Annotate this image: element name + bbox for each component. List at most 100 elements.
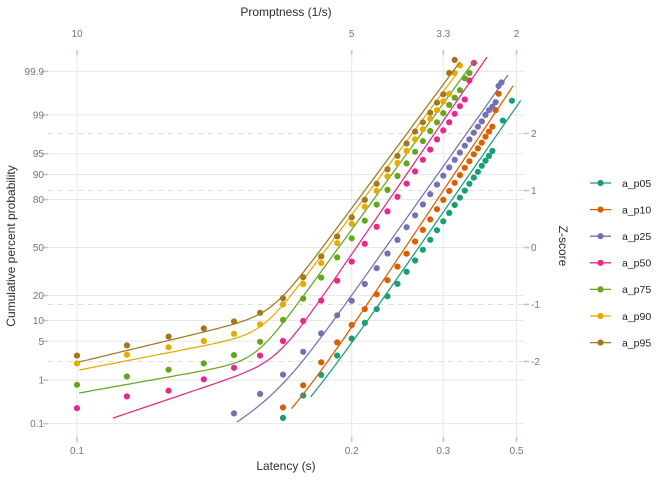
legend-label: a_p25 [622,231,651,243]
data-point-a_p05 [456,194,463,201]
data-point-a_p90 [279,301,287,308]
legend-key-dot [597,286,604,293]
series-a_p05 [279,97,522,421]
data-point-a_p25 [230,410,238,417]
data-point-a_p10 [466,158,473,165]
left-tick-label: 50 [33,243,45,254]
legend-key-dot [597,179,604,187]
data-point-a_p90 [373,187,380,194]
data-point-a_p95 [123,342,130,349]
legend-item-a_p90: a_p90 [590,311,651,323]
series-a_p10 [279,85,514,411]
data-point-a_p05 [334,352,341,359]
data-point-a_p75 [73,381,81,388]
data-point-a_p90 [257,321,264,328]
left-tick-label: 99.9 [25,67,45,78]
data-point-a_p50 [257,352,264,359]
data-point-a_p05 [279,414,287,421]
data-point-a_p05 [384,293,391,300]
data-point-a_p50 [433,136,441,143]
data-point-a_p05 [440,218,447,225]
bottom-tick-label: 0.1 [70,446,84,457]
data-point-a_p25 [498,79,505,86]
data-point-a_p10 [412,238,419,245]
legend-item-a_p50: a_p50 [590,258,651,270]
data-point-a_p95 [403,140,410,147]
left-tick-label: 1 [38,376,44,387]
top-tick-label: 5 [349,29,355,40]
fit-line-a_p50 [112,56,488,419]
data-point-a_p90 [334,240,341,247]
data-point-a_p75 [419,138,426,145]
data-point-a_p75 [427,127,434,135]
data-point-a_p25 [489,103,496,110]
data-point-a_p05 [485,152,493,159]
data-point-a_p50 [461,96,468,103]
right-tick-label: 2 [531,129,537,140]
series-a_p50 [73,56,488,419]
data-point-a_p95 [318,253,325,260]
legend-item-a_p10: a_p10 [590,204,651,216]
data-point-a_p25 [373,265,380,272]
data-point-a_p75 [451,94,458,101]
data-point-a_p10 [403,250,410,257]
data-point-a_p50 [419,156,426,163]
data-point-a_p75 [361,217,368,224]
left-tick-label: 80 [33,195,45,206]
data-point-a_p50 [394,193,401,200]
data-point-a_p25 [334,312,341,319]
data-point-a_p90 [403,147,410,154]
data-point-a_p50 [165,387,172,394]
bottom-tick-label: 0.2 [345,446,359,457]
legend-label: a_p10 [622,204,651,216]
data-series-layer [73,56,522,423]
data-point-a_p50 [348,258,355,265]
left-axis-title: Cumulative percent probability [4,165,18,326]
data-point-a_p95 [433,99,441,106]
data-point-a_p75 [334,254,341,261]
series-a_p90 [73,62,463,371]
data-point-a_p25 [474,123,481,130]
data-point-a_p90 [230,330,238,337]
data-point-a_p05 [403,268,410,275]
data-point-a_p95 [230,318,238,325]
data-point-a_p50 [412,168,419,175]
data-point-a_p25 [412,212,419,219]
data-point-a_p90 [394,159,401,167]
left-tick-label: 20 [33,291,45,302]
data-point-a_p05 [489,147,496,154]
fit-line-a_p05 [310,100,522,398]
legend-key-dot [597,259,604,266]
data-point-a_p10 [361,306,368,313]
data-point-a_p25 [456,149,463,156]
data-point-a_p90 [200,337,207,345]
data-point-a_p05 [474,168,481,175]
data-point-a_p10 [300,382,307,389]
data-point-a_p25 [446,164,453,171]
data-point-a_p50 [300,317,307,325]
data-point-a_p05 [348,335,355,342]
legend-label: a_p05 [622,178,651,190]
axis-ticks [43,50,529,442]
data-point-a_p25 [470,129,477,136]
data-point-a_p75 [433,119,441,126]
data-point-a_p05 [461,187,468,194]
data-point-a_p25 [427,191,434,198]
data-point-a_p95 [412,128,419,135]
data-point-a_p25 [461,142,468,149]
legend-item-a_p25: a_p25 [590,231,651,243]
data-point-a_p10 [279,404,287,411]
data-point-a_p05 [427,236,434,243]
data-point-a_p50 [318,297,325,304]
data-point-a_p50 [279,337,287,345]
series-a_p95 [73,56,461,363]
data-point-a_p10 [470,151,477,158]
data-point-a_p25 [394,236,401,243]
fit-line-a_p10 [290,85,514,410]
data-point-a_p50 [446,119,453,126]
data-point-a_p10 [440,196,447,203]
right-axis-title: Z-score [556,226,570,267]
data-point-a_p75 [446,101,453,109]
data-point-a_p95 [257,309,264,316]
data-point-a_p10 [419,226,426,233]
